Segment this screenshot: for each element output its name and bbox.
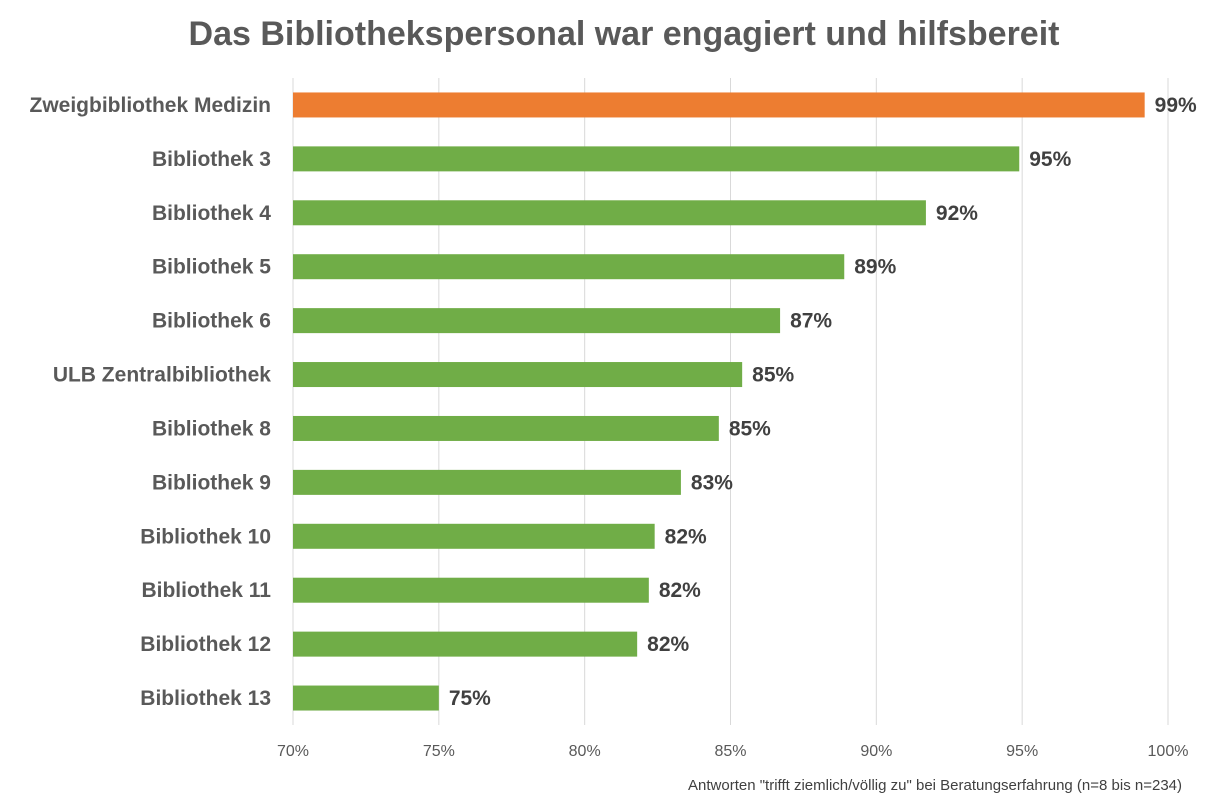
category-label: Zweigbibliothek Medizin (30, 94, 272, 117)
category-label: Bibliothek 6 (152, 310, 271, 333)
gridlines (292, 78, 1169, 725)
x-tick-label: 85% (714, 743, 746, 760)
data-label: 82% (659, 579, 701, 602)
bars (293, 92, 1145, 711)
bar (293, 523, 655, 549)
category-label: Bibliothek 5 (152, 256, 271, 279)
x-tick-label: 95% (1006, 743, 1038, 760)
data-label: 82% (665, 525, 707, 548)
bar (293, 469, 681, 495)
x-tick-label: 100% (1148, 743, 1189, 760)
category-label: Bibliothek 10 (140, 525, 271, 548)
data-label: 95% (1029, 148, 1071, 171)
x-tick-label: 70% (277, 743, 309, 760)
bar (293, 146, 1020, 172)
category-label: ULB Zentralbibliothek (53, 364, 271, 387)
x-tick-label: 75% (423, 743, 455, 760)
category-label: Bibliothek 11 (141, 579, 271, 602)
data-label: 89% (854, 256, 896, 279)
bar (293, 362, 743, 388)
value-labels: 99% 95% 92% 89% 87% 85% 85% 83% 82% 82% 82% 75% (449, 94, 1197, 710)
category-label: Bibliothek 8 (152, 417, 271, 440)
bar (293, 631, 638, 657)
category-label: Bibliothek 3 (152, 148, 271, 171)
bar (293, 308, 781, 334)
x-tick-labels: 70% 75% 80% 85% 90% 95% 100% (277, 743, 1188, 760)
data-label: 87% (790, 310, 832, 333)
x-tick-label: 80% (569, 743, 601, 760)
chart-footnote: Antworten "trifft ziemlich/völlig zu" be… (688, 777, 1182, 794)
x-tick-label: 90% (860, 743, 892, 760)
bar (293, 92, 1145, 118)
data-label: 99% (1155, 94, 1197, 117)
category-label: Bibliothek 12 (140, 633, 271, 656)
bar (293, 577, 649, 603)
category-label: Bibliothek 9 (152, 471, 271, 494)
bar (293, 254, 845, 280)
data-label: 85% (729, 417, 771, 440)
bar (293, 415, 719, 441)
data-label: 83% (691, 471, 733, 494)
data-label: 75% (449, 687, 491, 710)
category-label: Bibliothek 13 (140, 687, 271, 710)
chart-title: Das Bibliothekspersonal war engagiert un… (189, 15, 1060, 53)
category-labels: Zweigbibliothek Medizin Bibliothek 3 Bibli… (30, 94, 272, 710)
data-label: 82% (647, 633, 689, 656)
category-label: Bibliothek 4 (152, 202, 271, 225)
data-label: 92% (936, 202, 978, 225)
bar (293, 685, 439, 711)
bar (293, 200, 926, 226)
data-label: 85% (752, 364, 794, 387)
